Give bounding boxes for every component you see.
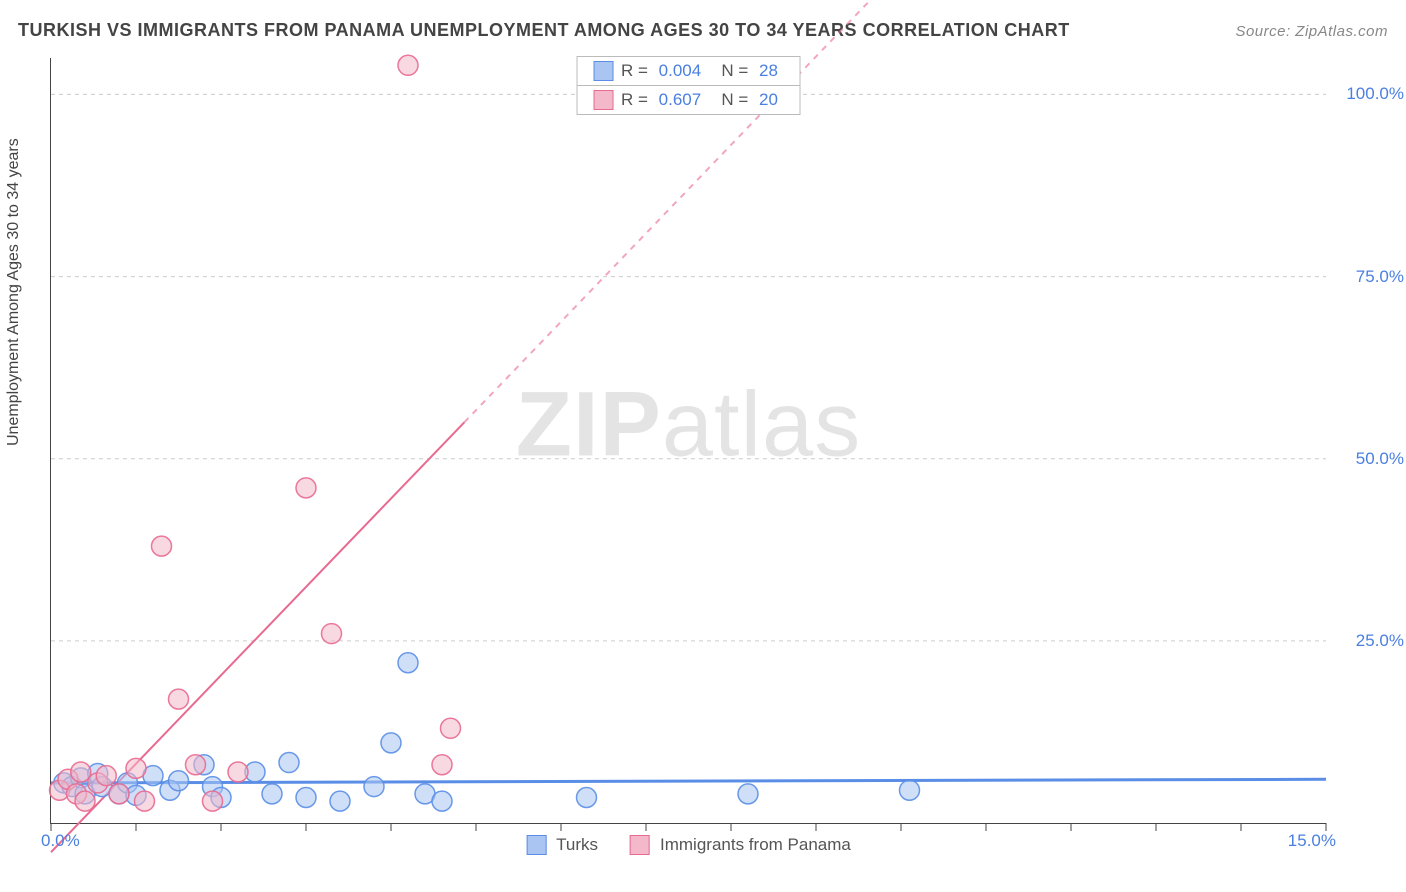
- y-tick-label: 25.0%: [1334, 631, 1404, 651]
- stats-row: R = 0.004 N = 28: [577, 57, 800, 85]
- x-tick-max: 15.0%: [1288, 831, 1336, 851]
- legend-item: Turks: [526, 835, 598, 855]
- stats-box: R = 0.004 N = 28 R = 0.607 N = 20: [576, 56, 801, 115]
- y-tick-label: 75.0%: [1334, 267, 1404, 287]
- legend: Turks Immigrants from Panama: [526, 835, 851, 855]
- source-label: Source: ZipAtlas.com: [1235, 23, 1388, 40]
- chart-plot-area: ZIPatlas R = 0.004 N = 28 R = 0.607 N = …: [50, 58, 1326, 824]
- stats-row: R = 0.607 N = 20: [577, 85, 800, 114]
- legend-swatch: [526, 835, 546, 855]
- y-axis-title: Unemployment Among Ages 30 to 34 years: [5, 138, 23, 446]
- legend-swatch: [593, 90, 613, 110]
- legend-label: Immigrants from Panama: [660, 835, 851, 855]
- legend-swatch: [593, 61, 613, 81]
- y-tick-label: 50.0%: [1334, 449, 1404, 469]
- chart-title: TURKISH VS IMMIGRANTS FROM PANAMA UNEMPL…: [18, 20, 1070, 41]
- x-tick-min: 0.0%: [41, 831, 80, 851]
- scatter-svg: [51, 58, 1326, 823]
- legend-label: Turks: [556, 835, 598, 855]
- legend-swatch: [630, 835, 650, 855]
- legend-item: Immigrants from Panama: [630, 835, 851, 855]
- y-tick-label: 100.0%: [1334, 84, 1404, 104]
